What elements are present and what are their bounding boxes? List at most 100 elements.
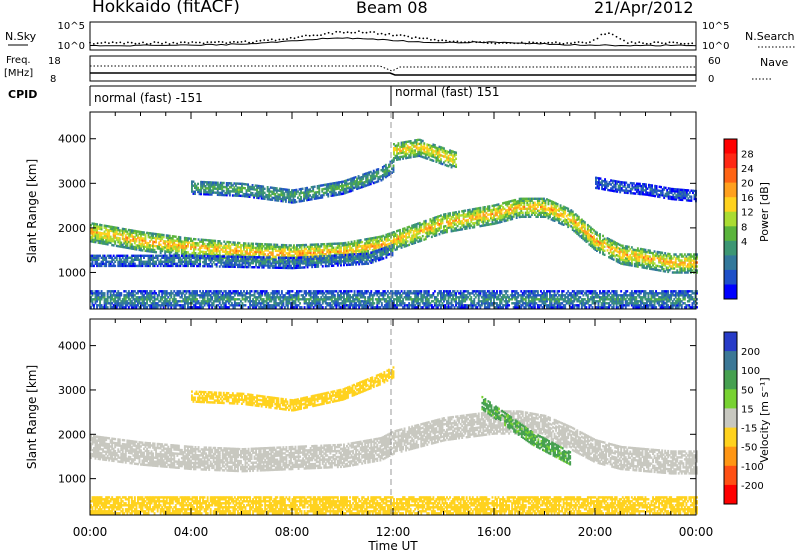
heatmap-cell bbox=[509, 216, 512, 219]
heatmap-cell bbox=[288, 200, 290, 204]
heatmap-cell bbox=[517, 204, 520, 207]
heatmap-cell bbox=[126, 232, 129, 235]
heatmap-cell bbox=[303, 245, 306, 249]
heatmap-cell bbox=[452, 221, 455, 225]
heatmap-cell bbox=[346, 263, 348, 267]
heatmap-cell bbox=[227, 247, 230, 250]
heatmap-cell bbox=[309, 194, 312, 197]
heatmap-cell bbox=[149, 250, 152, 253]
heatmap-cell bbox=[121, 227, 124, 231]
heatmap-cell bbox=[97, 225, 100, 228]
heatmap-cell bbox=[470, 220, 473, 223]
heatmap-cell bbox=[269, 198, 272, 201]
heatmap-cell bbox=[405, 154, 408, 158]
heatmap-cell bbox=[418, 221, 421, 225]
heatmap-cell bbox=[124, 240, 127, 243]
heatmap-cell bbox=[300, 248, 303, 251]
heatmap-cell bbox=[171, 239, 174, 242]
heatmap-cell bbox=[294, 252, 297, 255]
heatmap-cell bbox=[362, 248, 365, 252]
heatmap-cell bbox=[502, 218, 505, 221]
heatmap-cell bbox=[203, 183, 206, 186]
heatmap-cell bbox=[426, 157, 429, 160]
heatmap-cell bbox=[170, 251, 173, 254]
heatmap-cell bbox=[396, 244, 398, 247]
heatmap-cell bbox=[465, 221, 468, 224]
heatmap-cell bbox=[342, 180, 345, 183]
heatmap-cell bbox=[210, 189, 213, 192]
heatmap-cell bbox=[319, 194, 322, 197]
heatmap-cell bbox=[415, 229, 418, 232]
heatmap-cell bbox=[215, 183, 218, 186]
heatmap-cell bbox=[288, 250, 291, 253]
heatmap-cell bbox=[524, 197, 527, 201]
heatmap-cell bbox=[344, 245, 347, 249]
heatmap-cell bbox=[550, 212, 553, 215]
heatmap-cell bbox=[635, 259, 638, 262]
heatmap-cell bbox=[353, 244, 356, 247]
heatmap-cell bbox=[103, 234, 106, 237]
heatmap-cell bbox=[114, 234, 117, 237]
heatmap-cell bbox=[253, 196, 256, 199]
heatmap-cell bbox=[370, 245, 373, 248]
heatmap-cell bbox=[215, 187, 218, 190]
heatmap-cell bbox=[530, 199, 533, 203]
heatmap-cell bbox=[118, 243, 121, 246]
heatmap-cell bbox=[188, 258, 191, 262]
heatmap-cell bbox=[552, 217, 555, 220]
heatmap-cell bbox=[399, 147, 402, 151]
heatmap-cell bbox=[373, 256, 376, 259]
heatmap-cell bbox=[358, 241, 361, 244]
heatmap-cell bbox=[182, 260, 185, 264]
heatmap-cell bbox=[155, 234, 158, 238]
heatmap-cell bbox=[235, 249, 238, 253]
heatmap-cell bbox=[264, 253, 267, 256]
nsky-dot bbox=[551, 42, 553, 44]
heatmap-cell bbox=[426, 227, 429, 230]
heatmap-cell bbox=[100, 238, 103, 241]
heatmap-cell bbox=[229, 251, 232, 254]
heatmap-cell bbox=[99, 241, 102, 245]
heatmap-cell bbox=[123, 240, 126, 243]
heatmap-cell bbox=[235, 247, 238, 251]
heatmap-cell bbox=[494, 222, 497, 225]
heatmap-cell bbox=[218, 191, 221, 195]
heatmap-cell bbox=[680, 267, 683, 270]
heatmap-cell bbox=[497, 211, 500, 214]
heatmap-cell bbox=[385, 235, 388, 239]
heatmap-cell bbox=[144, 262, 147, 266]
heatmap-cell bbox=[614, 243, 617, 246]
heatmap-cell bbox=[623, 258, 626, 262]
heatmap-cell bbox=[376, 257, 379, 260]
heatmap-cell bbox=[234, 188, 237, 191]
heatmap-cell bbox=[659, 251, 662, 254]
heatmap-cell bbox=[385, 246, 388, 249]
heatmap-cell bbox=[429, 146, 432, 149]
heatmap-cell bbox=[411, 224, 414, 228]
heatmap-cell bbox=[526, 203, 529, 207]
heatmap-cell bbox=[206, 187, 209, 190]
heatmap-cell bbox=[275, 189, 278, 192]
heatmap-cell bbox=[333, 250, 336, 253]
heatmap-cell bbox=[602, 246, 605, 250]
heatmap-cell bbox=[321, 249, 324, 252]
heatmap-cell bbox=[167, 246, 170, 250]
heatmap-cell bbox=[474, 221, 477, 225]
heatmap-cell bbox=[103, 262, 106, 266]
heatmap-cell bbox=[212, 185, 215, 188]
heatmap-cell bbox=[194, 254, 197, 257]
heatmap-cell bbox=[579, 231, 582, 234]
heatmap-cell bbox=[462, 213, 465, 217]
heatmap-cell bbox=[276, 243, 279, 247]
heatmap-cell bbox=[349, 249, 352, 252]
heatmap-cell bbox=[347, 182, 349, 186]
heatmap-cell bbox=[260, 197, 263, 200]
heatmap-cell bbox=[339, 191, 342, 194]
heatmap-cell bbox=[90, 224, 92, 227]
heatmap-cell bbox=[664, 254, 667, 257]
heatmap-cell bbox=[580, 220, 583, 223]
heatmap-cell bbox=[203, 258, 206, 262]
heatmap-cell bbox=[155, 262, 158, 266]
heatmap-cell bbox=[215, 243, 218, 247]
heatmap-cell bbox=[412, 232, 415, 235]
